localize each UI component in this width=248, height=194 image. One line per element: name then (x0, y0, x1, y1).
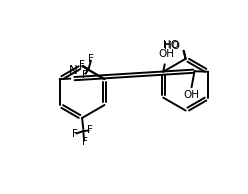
Text: F: F (82, 70, 88, 80)
Text: F: F (89, 54, 94, 64)
Text: F: F (79, 60, 85, 70)
Text: OH: OH (158, 49, 174, 59)
Text: OH: OH (183, 90, 199, 100)
Text: HO: HO (164, 42, 180, 51)
Text: F: F (72, 129, 78, 139)
Text: N: N (69, 64, 78, 77)
Text: F: F (87, 125, 93, 135)
Text: HO: HO (163, 40, 179, 50)
Text: F: F (82, 137, 88, 147)
